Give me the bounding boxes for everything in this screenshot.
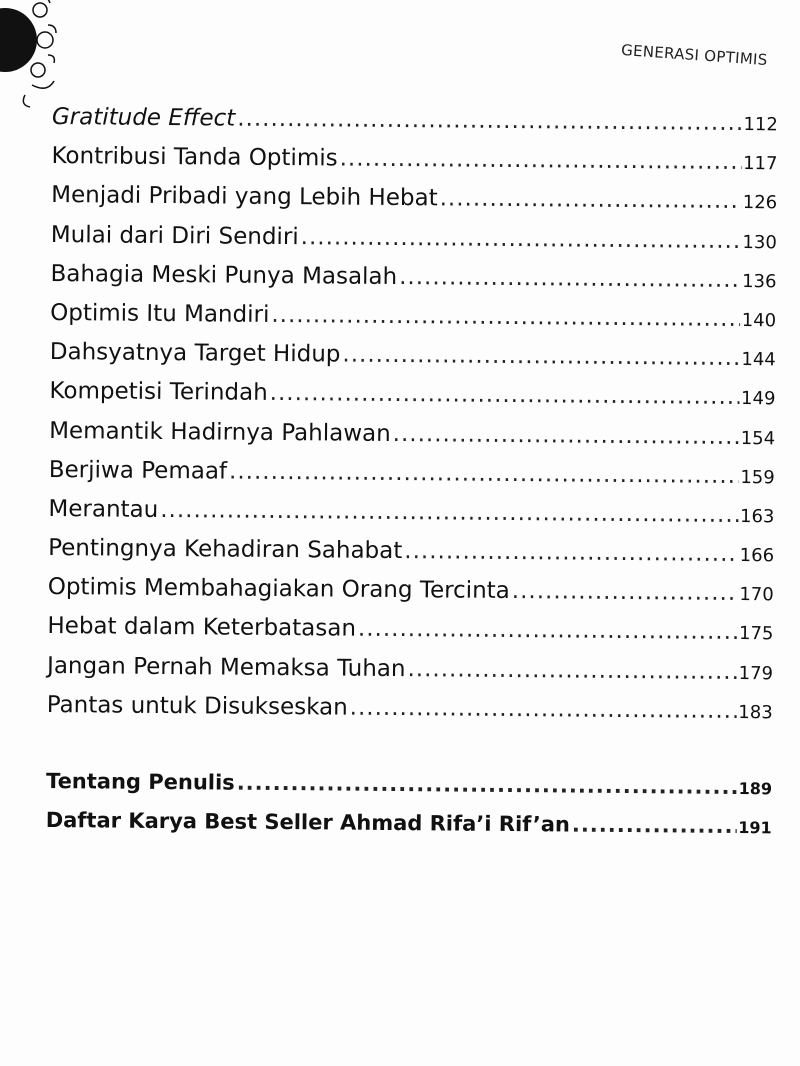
dot-leader — [393, 420, 739, 449]
entry-title: Pantas untuk Disukseskan — [46, 691, 348, 721]
entry-page-number: 126 — [742, 192, 778, 214]
toc-entry: Tentang Penulis 189 — [46, 769, 772, 815]
floral-ornament-icon — [0, 0, 57, 108]
entry-title: Jangan Pernah Memaksa Tuhan — [46, 652, 406, 682]
dot-leader — [229, 458, 739, 488]
entry-page-number: 179 — [738, 662, 774, 684]
dot-leader — [301, 224, 741, 254]
entry-page-number: 183 — [738, 701, 773, 724]
entry-page-number: 117 — [743, 153, 778, 175]
toc-entry: Bahagia Meski Punya Masalah 136 — [50, 261, 776, 307]
dot-leader — [342, 342, 739, 371]
toc-entry: Pentingnya Kehadiran Sahabat 166 — [48, 535, 774, 581]
toc-entry: Jangan Pernah Memaksa Tuhan 179 — [47, 653, 773, 699]
entry-title: Menjadi Pribadi yang Lebih Hebat — [51, 182, 438, 212]
entry-page-number: 159 — [740, 466, 775, 489]
entry-title: Daftar Karya Best Seller Ahmad Rifa’i Ri… — [45, 808, 571, 837]
entry-title: Bahagia Meski Punya Masalah — [50, 260, 398, 290]
entry-page-number: 154 — [740, 427, 776, 449]
entry-page-number: 112 — [743, 114, 778, 136]
toc-entry: Kontribusi Tanda Optimis 117 — [51, 143, 777, 189]
entry-page-number: 163 — [739, 505, 775, 528]
entry-page-number: 166 — [739, 545, 775, 567]
toc-entry: Menjadi Pribadi yang Lebih Hebat 126 — [51, 182, 777, 228]
entry-title: Dahsyatnya Target Hidup — [49, 339, 341, 368]
entry-title: Tentang Penulis — [45, 768, 235, 795]
toc-entry: Mulai dari Diri Sendiri 130 — [51, 222, 777, 268]
entry-title: Mulai dari Diri Sendiri — [50, 221, 299, 250]
toc-entry: Optimis Itu Mandiri 140 — [50, 300, 776, 346]
entry-page-number: 149 — [741, 388, 776, 410]
dot-leader — [237, 106, 741, 136]
toc-entry: Kompetisi Terindah 149 — [49, 378, 775, 424]
toc-entry: Pantas untuk Disukseskan 183 — [47, 692, 773, 738]
running-header: GENERASI OPTIMIS — [620, 40, 769, 70]
toc-entry: Optimis Membahagiakan Orang Tercinta 170 — [48, 574, 774, 620]
dot-leader — [440, 186, 741, 215]
dot-leader — [572, 813, 737, 838]
dot-leader — [237, 771, 737, 799]
entry-title: Optimis Membahagiakan Orang Tercinta — [47, 574, 510, 605]
entry-title: Memantik Hadirnya Pahlawan — [49, 417, 391, 447]
toc-entry: Gratitude Effect 112 — [52, 104, 778, 150]
toc-entry: Merantau 163 — [48, 496, 774, 542]
toc-entry: Memantik Hadirnya Pahlawan 154 — [49, 417, 775, 463]
spacer — [46, 731, 772, 775]
toc-entry: Daftar Karya Best Seller Ahmad Rifa’i Ri… — [46, 808, 772, 854]
entry-title: Merantau — [48, 495, 159, 523]
toc-entry: Hebat dalam Keterbatasan 175 — [47, 613, 773, 659]
dot-leader — [407, 656, 736, 685]
entry-title: Kompetisi Terindah — [49, 378, 268, 407]
entry-page-number: 144 — [741, 349, 776, 371]
entry-page-number: 136 — [742, 270, 777, 293]
entry-title: Optimis Itu Mandiri — [50, 299, 270, 328]
entry-page-number: 130 — [742, 231, 777, 253]
entry-page-number: 170 — [739, 584, 774, 606]
table-of-contents: Gratitude Effect 112 Kontribusi Tanda Opti… — [46, 104, 778, 854]
entry-page-number: 140 — [741, 309, 777, 332]
dot-leader — [358, 616, 737, 645]
dot-leader — [404, 538, 738, 567]
toc-entry: Berjiwa Pemaaf 159 — [49, 457, 775, 503]
entry-page-number: 189 — [738, 779, 773, 799]
entry-title: Kontribusi Tanda Optimis — [51, 143, 338, 172]
dot-leader — [399, 264, 740, 293]
entry-title: Pentingnya Kehadiran Sahabat — [48, 535, 403, 565]
entry-title: Berjiwa Pemaaf — [48, 456, 228, 485]
entry-page-number: 191 — [738, 818, 772, 838]
dot-leader — [340, 146, 742, 176]
toc-entry: Dahsyatnya Target Hidup 144 — [50, 339, 776, 385]
dot-leader — [270, 380, 740, 410]
dot-leader — [350, 694, 737, 723]
dot-leader — [160, 497, 738, 528]
dot-leader — [512, 578, 738, 606]
entry-page-number: 175 — [738, 623, 774, 645]
dot-leader — [271, 302, 740, 332]
entry-title: Hebat dalam Keterbatasan — [47, 613, 357, 643]
entry-title: Gratitude Effect — [51, 104, 236, 132]
